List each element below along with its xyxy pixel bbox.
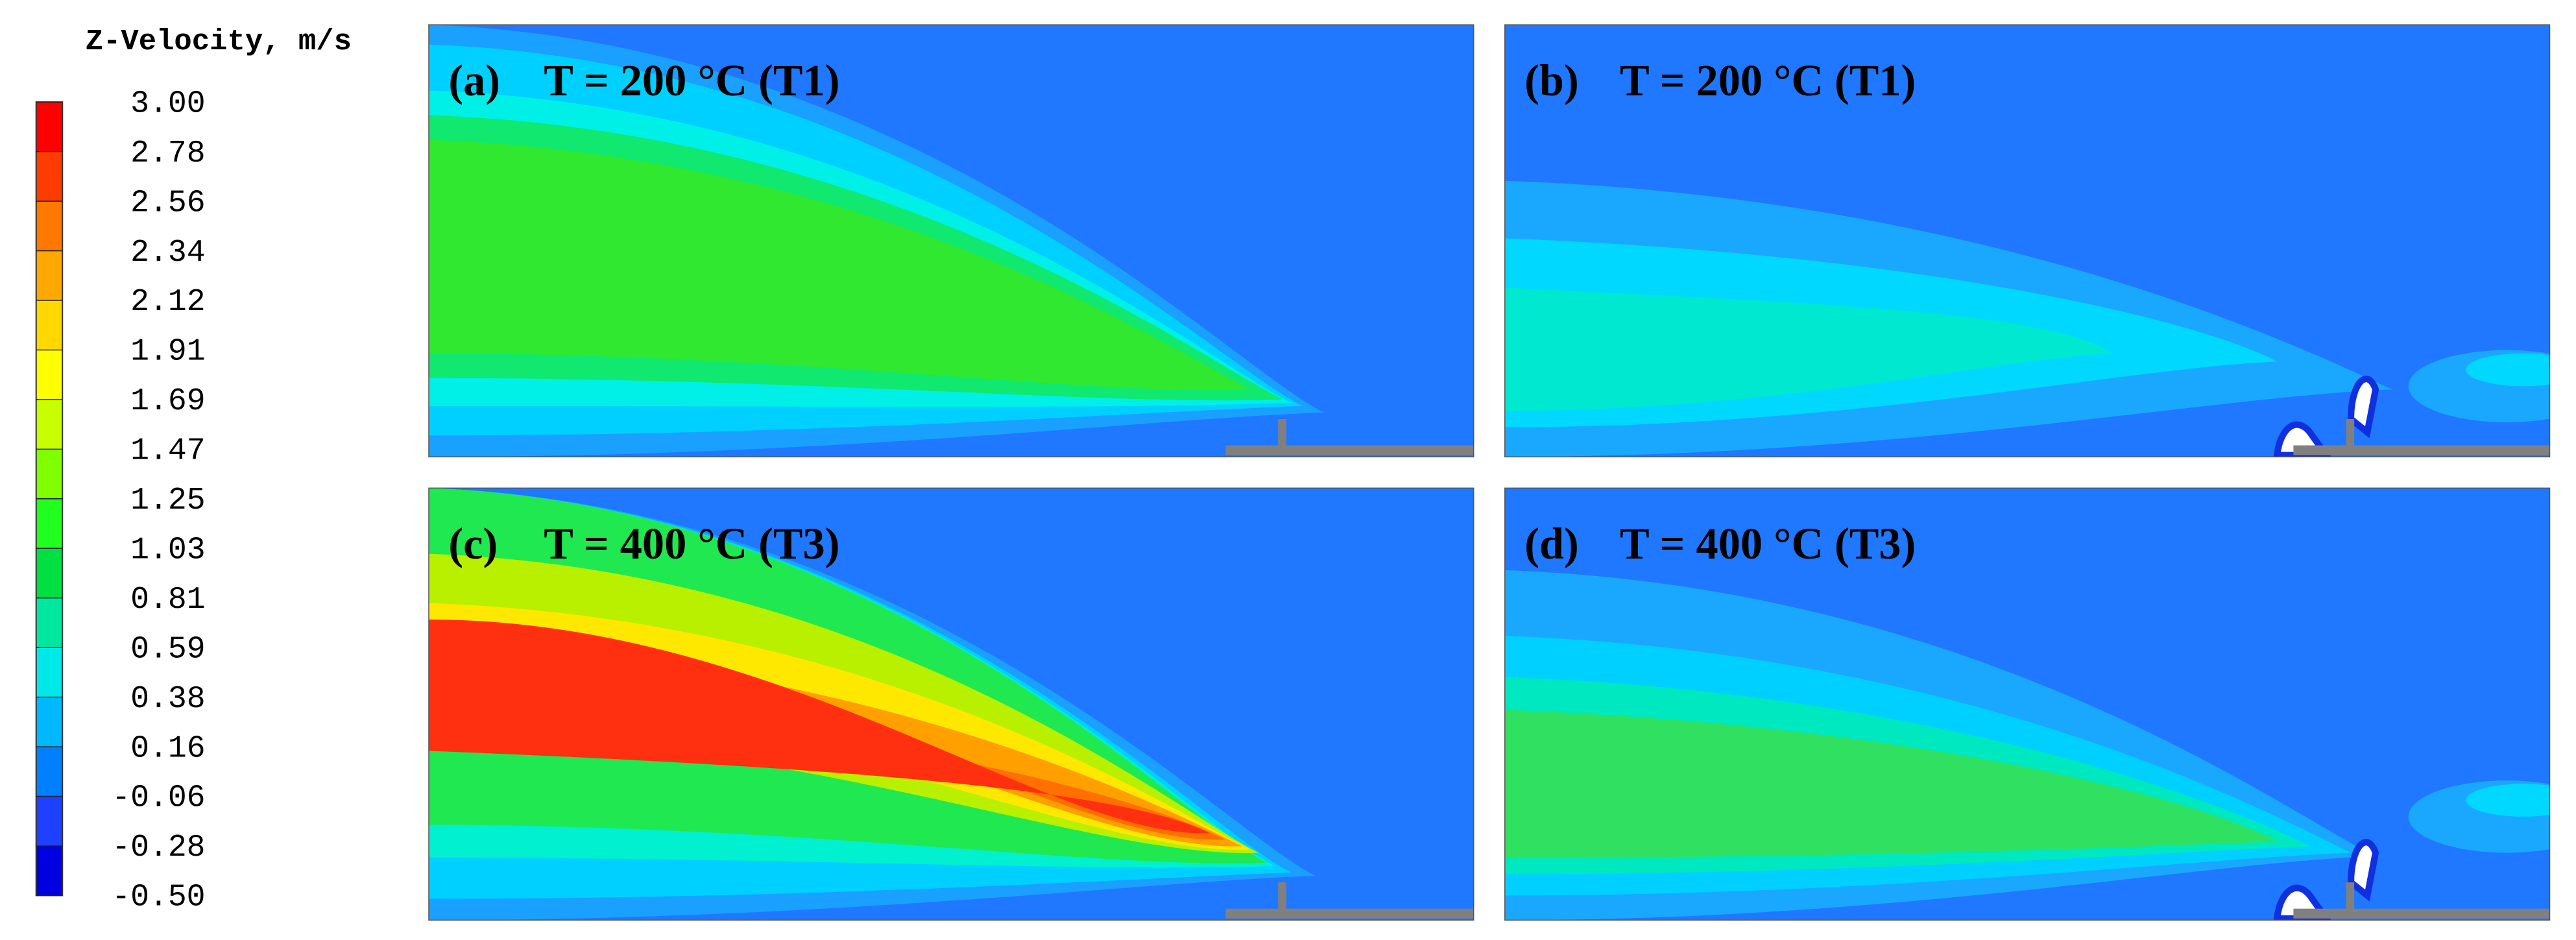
plate: [1225, 908, 1474, 919]
colorbar-label: 1.91: [130, 335, 205, 370]
colorbar-band: [36, 102, 63, 152]
recirc: [2347, 839, 2379, 902]
nozzle: [1278, 418, 1286, 449]
colorbar-label: 2.34: [130, 235, 205, 271]
contour-field: [1504, 488, 2550, 921]
colorbar-band: [36, 449, 63, 499]
colorbar-label: -0.28: [112, 830, 205, 865]
colorbar-band: [36, 399, 63, 450]
nozzle: [1278, 882, 1286, 912]
colorbar-title: Z-Velocity, m/s: [86, 25, 352, 58]
colorbar-band: [36, 201, 63, 251]
panel-title: T = 400 °C (T3): [1620, 519, 1916, 568]
frame: [428, 24, 1475, 457]
panel-title: T = 200 °C (T1): [1620, 56, 1916, 105]
colorbar-band: [36, 250, 63, 301]
plate: [2293, 908, 2550, 919]
colorbar-band: [36, 300, 63, 350]
panel: (b) T = 200 °C (T1): [1504, 24, 2551, 457]
plate: [2293, 445, 2550, 455]
panel-title: T = 200 °C (T1): [544, 56, 839, 105]
contour-band: [1504, 287, 2113, 411]
contour-band: [428, 139, 1251, 391]
panel-label: (a): [448, 56, 500, 105]
frame: [1504, 24, 2551, 457]
panel-label: (b): [1524, 56, 1579, 105]
colorbar-label: 2.56: [130, 186, 205, 221]
colorbar-label: 0.81: [130, 583, 205, 618]
colorbar-band: [36, 151, 63, 202]
colorbar-label: 2.12: [130, 285, 205, 320]
plate: [1225, 445, 1474, 455]
contour-band: [1504, 710, 2278, 858]
panel-title: T = 400 °C (T3): [544, 519, 839, 568]
colorbar-band: [36, 498, 63, 549]
colorbar: 3.00 2.78 2.56 2.34 2.12 1.91 1.69 1.47 1.25 1.03…: [35, 86, 206, 915]
panel: (c) T = 400 °C (T3): [428, 487, 1475, 921]
colorbar-label: 1.47: [130, 434, 205, 469]
panel-label: (c): [448, 519, 498, 568]
frame: [1504, 487, 2551, 921]
nozzle: [2346, 882, 2355, 912]
contour-field: [428, 488, 1474, 921]
colorbar-label: 3.00: [130, 86, 205, 121]
colorbar-label: 0.16: [130, 731, 205, 766]
colorbar-label: 0.38: [130, 682, 205, 717]
nozzle: [2346, 418, 2355, 449]
wake-core: [2466, 784, 2550, 817]
colorbar-band: [36, 597, 63, 648]
recirc: [2347, 376, 2379, 439]
panel: (d) T = 400 °C (T3): [1504, 487, 2551, 921]
colorbar-label: 2.78: [130, 136, 205, 171]
panel-label: (d): [1524, 519, 1579, 568]
colorbar-label: 1.03: [130, 533, 205, 568]
panel: (a) T = 200 °C (T1): [428, 24, 1475, 457]
colorbar-label: 0.59: [130, 632, 205, 667]
contour-field: [428, 25, 1474, 457]
wake-core: [2466, 353, 2550, 387]
contour-field: [1504, 25, 2550, 457]
colorbar-band: [36, 350, 63, 400]
colorbar-band: [36, 647, 63, 697]
colorbar-label: 1.25: [130, 483, 205, 518]
colorbar-band: [36, 796, 63, 846]
contour-band: [428, 619, 1209, 834]
colorbar-band: [36, 697, 63, 747]
panels: (a) T = 200 °C (T1) (b) T = 200 °C (T1) (c) T…: [428, 24, 2551, 921]
colorbar-band: [36, 747, 63, 797]
colorbar-band: [36, 845, 63, 896]
colorbar-label: 1.69: [130, 384, 205, 419]
colorbar-band: [36, 548, 63, 598]
frame: [428, 487, 1475, 921]
colorbar-label: -0.06: [112, 781, 205, 816]
colorbar-label: -0.50: [112, 880, 205, 915]
